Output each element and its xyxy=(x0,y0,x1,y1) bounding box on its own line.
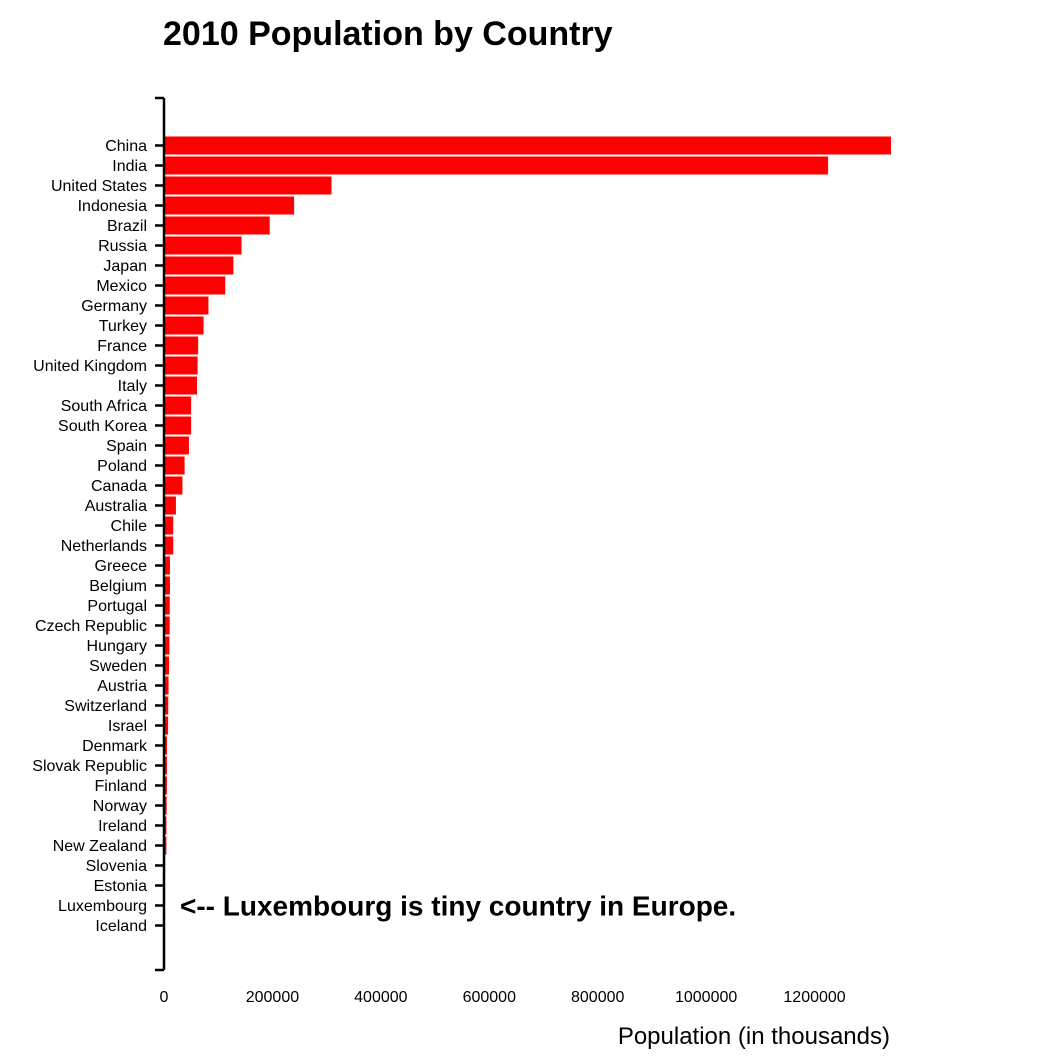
bar-italy xyxy=(164,376,198,395)
y-tick-label-united-kingdom: United Kingdom xyxy=(33,358,147,375)
y-tick-label-hungary: Hungary xyxy=(87,638,147,655)
y-tick-label-norway: Norway xyxy=(93,798,147,815)
y-tick-label-spain: Spain xyxy=(106,438,147,455)
y-tick-label-indonesia: Indonesia xyxy=(78,198,147,215)
y-tick-label-netherlands: Netherlands xyxy=(61,538,147,555)
bar-south-korea xyxy=(164,416,192,435)
y-tick-label-luxembourg: Luxembourg xyxy=(58,898,147,915)
bar-united-kingdom xyxy=(164,356,198,375)
bar-slovak-republic xyxy=(164,756,167,775)
y-axis: China India United States Indonesia Brazil Ru… xyxy=(32,96,166,972)
y-tick-label-mexico: Mexico xyxy=(96,278,147,295)
annotation-layer: <-- Luxembourg is tiny country in Europe… xyxy=(180,891,736,922)
y-tick-label-australia: Australia xyxy=(85,498,147,515)
y-tick-label-finland: Finland xyxy=(95,778,147,795)
bar-greece xyxy=(164,556,170,575)
bar-russia xyxy=(164,236,242,255)
bar-germany xyxy=(164,296,209,315)
bar-france xyxy=(164,336,199,355)
bar-poland xyxy=(164,456,185,475)
y-tick-label-france: France xyxy=(97,338,147,355)
chart-title: 2010 Population by Country xyxy=(163,15,613,53)
bar-israel xyxy=(164,716,169,735)
x-tick-label-0: 0 xyxy=(160,989,169,1006)
y-tick-label-south-korea: South Korea xyxy=(58,418,147,435)
y-tick-label-denmark: Denmark xyxy=(82,738,148,755)
y-tick-label-brazil: Brazil xyxy=(107,218,147,235)
bars-layer xyxy=(164,136,891,935)
x-axis: 0 200000 400000 600000 800000 1000000 1200000 xyxy=(160,989,846,1006)
y-tick-label-united-states: United States xyxy=(51,178,147,195)
y-tick-label-greece: Greece xyxy=(95,558,148,575)
bar-hungary xyxy=(164,636,170,655)
bar-czech-republic xyxy=(164,616,170,635)
y-tick-label-south-africa: South Africa xyxy=(61,398,147,415)
bar-denmark xyxy=(164,736,167,755)
y-tick-label-israel: Israel xyxy=(108,718,147,735)
y-tick-label-czech-republic: Czech Republic xyxy=(35,618,147,635)
bar-japan xyxy=(164,256,234,275)
y-tick-label-china: China xyxy=(105,138,147,155)
y-tick-label-russia: Russia xyxy=(98,238,147,255)
bar-sweden xyxy=(164,656,170,675)
y-tick-label-slovenia: Slovenia xyxy=(86,858,147,875)
bar-chile xyxy=(164,516,174,535)
y-tick-label-slovak-republic: Slovak Republic xyxy=(32,758,147,775)
bar-china xyxy=(164,136,891,155)
y-tick-label-canada: Canada xyxy=(91,478,147,495)
bar-finland xyxy=(164,776,167,795)
x-tick-label-800000: 800000 xyxy=(571,989,624,1006)
bar-austria xyxy=(164,676,169,695)
bar-south-africa xyxy=(164,396,192,415)
x-axis-title: Population (in thousands) xyxy=(618,1023,890,1050)
y-tick-label-austria: Austria xyxy=(97,678,147,695)
y-tick-label-belgium: Belgium xyxy=(89,578,147,595)
y-tick-label-iceland: Iceland xyxy=(95,918,147,935)
bar-mexico xyxy=(164,276,226,295)
bar-switzerland xyxy=(164,696,169,715)
y-tick-label-portugal: Portugal xyxy=(87,598,147,615)
y-tick-label-italy: Italy xyxy=(118,378,147,395)
bar-norway xyxy=(164,796,167,815)
bar-united-states xyxy=(164,176,332,195)
bar-australia xyxy=(164,496,176,515)
bar-canada xyxy=(164,476,183,495)
bar-belgium xyxy=(164,576,170,595)
y-tick-label-turkey: Turkey xyxy=(99,318,147,335)
y-tick-label-india: India xyxy=(112,158,147,175)
bar-indonesia xyxy=(164,196,295,215)
x-tick-label-200000: 200000 xyxy=(246,989,299,1006)
bar-brazil xyxy=(164,216,270,235)
y-tick-label-sweden: Sweden xyxy=(89,658,147,675)
annotation-luxembourg: <-- Luxembourg is tiny country in Europe… xyxy=(180,891,736,922)
x-tick-label-1000000: 1000000 xyxy=(675,989,737,1006)
bar-netherlands xyxy=(164,536,174,555)
y-tick-label-estonia: Estonia xyxy=(94,878,147,895)
bar-india xyxy=(164,156,829,175)
bar-portugal xyxy=(164,596,170,615)
bar-turkey xyxy=(164,316,204,335)
bar-spain xyxy=(164,436,189,455)
y-tick-label-new-zealand: New Zealand xyxy=(53,838,147,855)
y-tick-label-germany: Germany xyxy=(81,298,147,315)
y-tick-label-ireland: Ireland xyxy=(98,818,147,835)
x-tick-label-600000: 600000 xyxy=(463,989,516,1006)
x-tick-label-400000: 400000 xyxy=(354,989,407,1006)
y-tick-label-japan: Japan xyxy=(103,258,147,275)
y-tick-label-chile: Chile xyxy=(111,518,148,535)
x-tick-label-1200000: 1200000 xyxy=(783,989,845,1006)
y-tick-label-poland: Poland xyxy=(97,458,147,475)
y-tick-label-switzerland: Switzerland xyxy=(64,698,147,715)
